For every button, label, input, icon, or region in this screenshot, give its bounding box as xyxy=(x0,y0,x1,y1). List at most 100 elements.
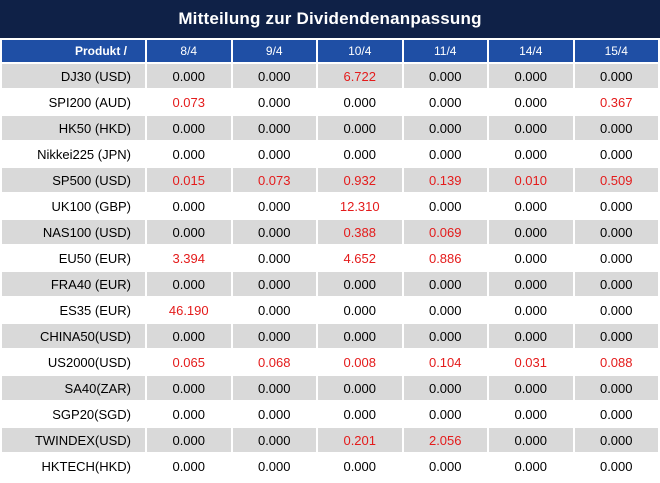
value-cell: 0.000 xyxy=(232,298,316,322)
value-cell: 2.056 xyxy=(403,428,487,452)
value-cell: 0.000 xyxy=(318,454,402,478)
value-cell: 0.000 xyxy=(147,428,231,452)
product-cell: TWINDEX(USD) xyxy=(2,428,145,452)
value-cell: 0.000 xyxy=(232,324,316,348)
value-cell: 0.000 xyxy=(489,142,573,166)
date-column-header: 10/4 xyxy=(318,40,402,62)
value-cell: 0.000 xyxy=(574,272,658,296)
value-cell: 0.000 xyxy=(403,454,487,478)
value-cell: 0.000 xyxy=(574,428,658,452)
product-cell: EU50 (EUR) xyxy=(2,246,145,270)
product-cell: Nikkei225 (JPN) xyxy=(2,142,145,166)
value-cell: 0.000 xyxy=(574,454,658,478)
product-cell: SP500 (USD) xyxy=(2,168,145,192)
value-cell: 0.000 xyxy=(232,402,316,426)
value-cell: 0.000 xyxy=(489,298,573,322)
product-column-header: Produkt / xyxy=(2,40,145,62)
product-cell: FRA40 (EUR) xyxy=(2,272,145,296)
value-cell: 0.000 xyxy=(232,116,316,140)
value-cell: 0.000 xyxy=(403,272,487,296)
value-cell: 12.310 xyxy=(318,194,402,218)
table-row: SP500 (USD) 0.015 0.073 0.932 0.139 0.010 0.50… xyxy=(2,168,658,192)
value-cell: 0.000 xyxy=(147,220,231,244)
table-row: US2000(USD) 0.065 0.068 0.008 0.104 0.031 0.08… xyxy=(2,350,658,374)
value-cell: 0.000 xyxy=(147,402,231,426)
table-row: HK50 (HKD) 0.000 0.000 0.000 0.000 0.000 0.000 xyxy=(2,116,658,140)
page-title: Mitteilung zur Dividendenanpassung xyxy=(0,0,660,38)
value-cell: 0.088 xyxy=(574,350,658,374)
value-cell: 0.139 xyxy=(403,168,487,192)
table-row: SGP20(SGD) 0.000 0.000 0.000 0.000 0.000 0.000 xyxy=(2,402,658,426)
value-cell: 0.000 xyxy=(489,90,573,114)
table-row: ES35 (EUR) 46.190 0.000 0.000 0.000 0.000 0.00… xyxy=(2,298,658,322)
value-cell: 0.000 xyxy=(403,194,487,218)
value-cell: 0.000 xyxy=(318,272,402,296)
value-cell: 0.000 xyxy=(489,246,573,270)
product-cell: US2000(USD) xyxy=(2,350,145,374)
value-cell: 0.000 xyxy=(489,402,573,426)
table-row: UK100 (GBP) 0.000 0.000 12.310 0.000 0.000 0.0… xyxy=(2,194,658,218)
value-cell: 0.000 xyxy=(232,194,316,218)
value-cell: 0.201 xyxy=(318,428,402,452)
value-cell: 0.000 xyxy=(318,402,402,426)
table-row: CHINA50(USD) 0.000 0.000 0.000 0.000 0.000 0.0… xyxy=(2,324,658,348)
value-cell: 0.000 xyxy=(232,454,316,478)
value-cell: 0.000 xyxy=(489,116,573,140)
value-cell: 0.000 xyxy=(574,64,658,88)
value-cell: 0.031 xyxy=(489,350,573,374)
value-cell: 0.000 xyxy=(147,194,231,218)
value-cell: 3.394 xyxy=(147,246,231,270)
product-cell: SPI200 (AUD) xyxy=(2,90,145,114)
value-cell: 0.000 xyxy=(574,116,658,140)
product-cell: ES35 (EUR) xyxy=(2,298,145,322)
value-cell: 0.000 xyxy=(574,402,658,426)
value-cell: 0.000 xyxy=(574,220,658,244)
value-cell: 0.000 xyxy=(232,220,316,244)
product-cell: SA40(ZAR) xyxy=(2,376,145,400)
table-row: SPI200 (AUD) 0.073 0.000 0.000 0.000 0.000 0.3… xyxy=(2,90,658,114)
value-cell: 0.000 xyxy=(403,298,487,322)
table-row: NAS100 (USD) 0.000 0.000 0.388 0.069 0.000 0.0… xyxy=(2,220,658,244)
value-cell: 0.000 xyxy=(403,90,487,114)
value-cell: 0.000 xyxy=(489,64,573,88)
value-cell: 0.000 xyxy=(489,272,573,296)
value-cell: 0.932 xyxy=(318,168,402,192)
value-cell: 0.015 xyxy=(147,168,231,192)
value-cell: 0.000 xyxy=(147,376,231,400)
value-cell: 0.000 xyxy=(147,116,231,140)
table-row: Nikkei225 (JPN) 0.000 0.000 0.000 0.000 0.000… xyxy=(2,142,658,166)
table-row: DJ30 (USD) 0.000 0.000 6.722 0.000 0.000 0.000 xyxy=(2,64,658,88)
value-cell: 0.000 xyxy=(403,64,487,88)
table-row: EU50 (EUR) 3.394 0.000 4.652 0.886 0.000 0.000 xyxy=(2,246,658,270)
value-cell: 0.000 xyxy=(489,376,573,400)
value-cell: 0.000 xyxy=(232,90,316,114)
product-cell: UK100 (GBP) xyxy=(2,194,145,218)
product-cell: CHINA50(USD) xyxy=(2,324,145,348)
value-cell: 0.069 xyxy=(403,220,487,244)
value-cell: 0.000 xyxy=(489,324,573,348)
value-cell: 0.000 xyxy=(318,116,402,140)
product-cell: DJ30 (USD) xyxy=(2,64,145,88)
product-cell: SGP20(SGD) xyxy=(2,402,145,426)
value-cell: 0.000 xyxy=(318,90,402,114)
value-cell: 6.722 xyxy=(318,64,402,88)
product-cell: HK50 (HKD) xyxy=(2,116,145,140)
value-cell: 0.000 xyxy=(489,220,573,244)
value-cell: 0.000 xyxy=(318,142,402,166)
value-cell: 0.000 xyxy=(232,272,316,296)
value-cell: 0.000 xyxy=(318,324,402,348)
value-cell: 0.000 xyxy=(574,194,658,218)
product-cell: HKTECH(HKD) xyxy=(2,454,145,478)
value-cell: 0.000 xyxy=(489,194,573,218)
value-cell: 0.000 xyxy=(147,64,231,88)
value-cell: 0.000 xyxy=(318,298,402,322)
value-cell: 0.000 xyxy=(403,142,487,166)
value-cell: 0.000 xyxy=(232,142,316,166)
table-row: SA40(ZAR) 0.000 0.000 0.000 0.000 0.000 0.000 xyxy=(2,376,658,400)
value-cell: 0.000 xyxy=(403,324,487,348)
date-column-header: 15/4 xyxy=(574,40,658,62)
table-header: Produkt / 8/4 9/4 10/4 11/4 14/4 15/4 xyxy=(2,40,658,62)
value-cell: 0.000 xyxy=(574,376,658,400)
value-cell: 0.000 xyxy=(403,376,487,400)
